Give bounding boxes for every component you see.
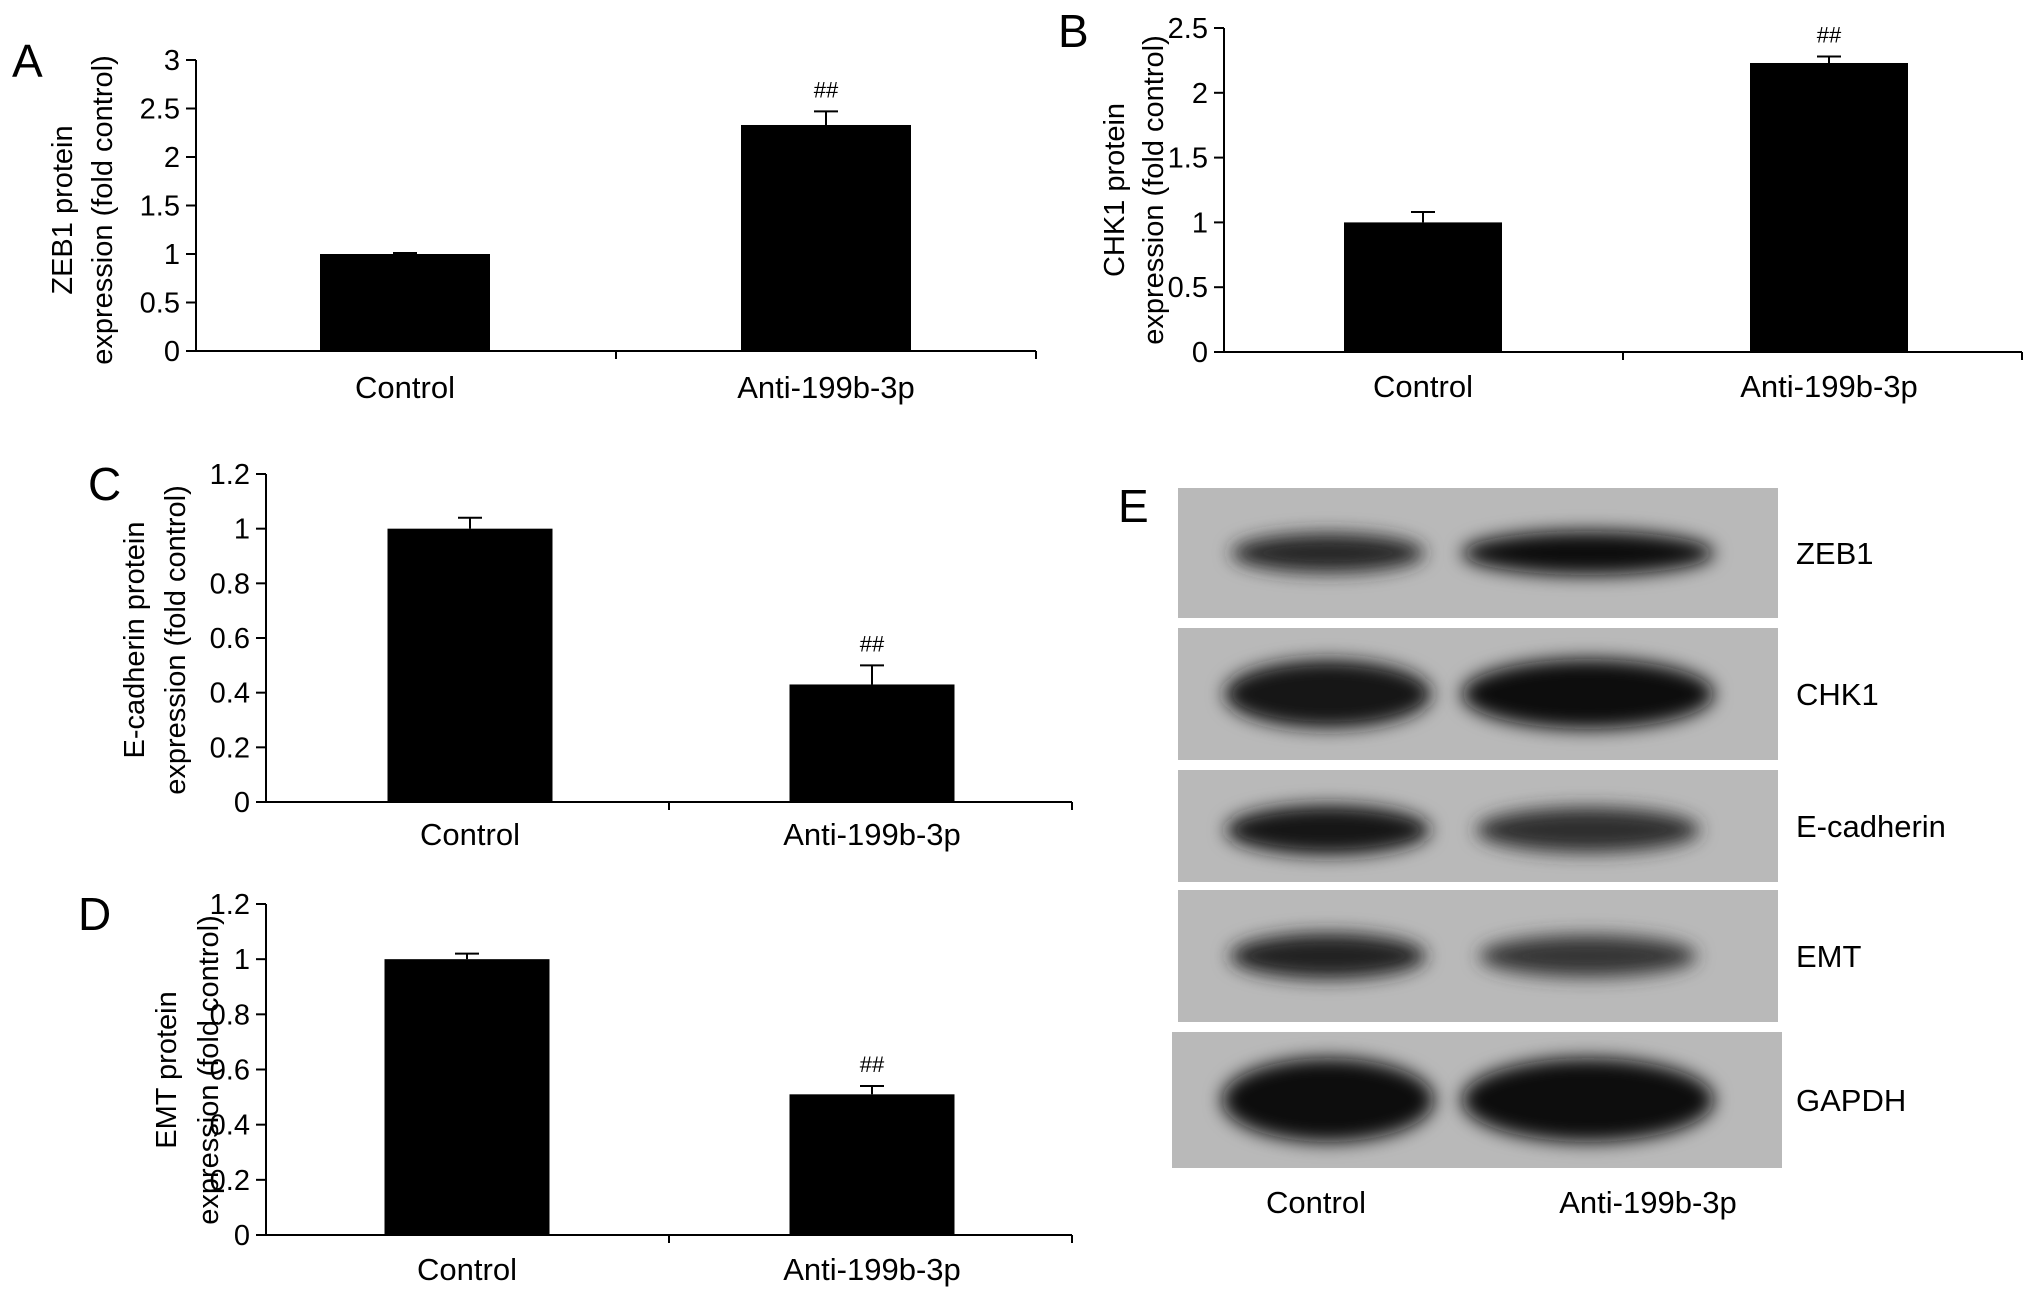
blot-band [1222,1058,1434,1142]
y-tick-label: 1 [1192,207,1208,239]
bar [384,959,550,1235]
chart-panel-c: 0 0.2 0.4 0.6 0.8 1 1.2 Control ## Anti-199b-3p E-… [119,459,1073,852]
y-axis-label: EMT protein [151,991,183,1148]
blot-row-label: ZEB1 [1796,536,1874,571]
bar [789,1094,955,1235]
bar [741,124,911,352]
y-tick-label: 0 [234,787,250,819]
y-tick-label: 0.2 [210,732,250,764]
category-label: Anti-199b-3p [1740,369,1918,404]
y-tick-label: 0.4 [210,678,250,710]
bar [1344,222,1502,352]
significance-label: ## [860,631,885,656]
blot-row-label: CHK1 [1796,677,1879,712]
blot-band [1462,1058,1714,1142]
blot-band [1479,935,1697,977]
bar [387,528,553,802]
significance-label: ## [814,77,839,102]
panel-letter-c: C [88,458,121,510]
blot-band [1225,805,1431,855]
blot-row-label: EMT [1796,939,1862,974]
y-tick-label: 0.2 [210,1165,250,1197]
y-axis-label: E-cadherin protein [119,522,151,759]
y-axis-label: ZEB1 protein [47,125,79,294]
bar [320,254,490,351]
blot-band [1231,533,1425,573]
bar [1750,62,1908,352]
y-tick-label: 0 [1192,337,1208,369]
blot-band [1462,531,1714,575]
y-tick-label: 1.2 [210,889,250,921]
y-tick-label: 0.6 [210,623,250,655]
western-blot: ZEB1 CHK1 E-cadherin EMT GAPDH Control Anti-19… [1172,488,1946,1220]
y-tick-label: 0.5 [140,288,180,320]
significance-label: ## [860,1052,885,1077]
panel-letter-b: B [1058,5,1089,57]
category-label: Anti-199b-3p [737,370,915,405]
blot-band [1224,660,1432,728]
panel-letter-a: A [12,35,43,87]
category-label: Anti-199b-3p [783,1252,961,1287]
category-label: Control [355,370,455,405]
y-tick-label: 0.8 [210,568,250,600]
y-tick-label: 1 [234,514,250,546]
category-label: Control [420,817,520,852]
significance-label: ## [1817,23,1842,48]
y-tick-label: 2.5 [1168,13,1208,45]
y-tick-label: 0 [164,336,180,368]
chart-panel-d: 0 0.2 0.4 0.6 0.8 1 1.2 Control ## Anti-199b-3p EM… [151,889,1073,1287]
y-tick-label: 2.5 [140,94,180,126]
y-tick-label: 0 [234,1220,250,1252]
bar [789,684,955,802]
y-tick-label: 1.5 [1168,143,1208,175]
blot-band [1462,659,1714,729]
panel-letter-e: E [1118,480,1149,532]
y-tick-label: 0.6 [210,1055,250,1087]
chart-panel-b: 0 0.5 1 1.5 2 2.5 Control ## Anti-199b-3p CHK1 pr… [1099,13,2023,404]
y-axis-label: expression (fold control) [193,915,225,1224]
blot-row-label: GAPDH [1796,1083,1906,1118]
y-axis-label: expression (fold control) [1138,35,1170,344]
panel-letter-d: D [78,888,111,940]
y-tick-label: 0.4 [210,1110,250,1142]
blot-band [1476,807,1700,853]
y-axis-label: expression (fold control) [160,485,192,794]
y-tick-label: 2 [1192,78,1208,110]
y-tick-label: 1.5 [140,191,180,223]
blot-row-label: E-cadherin [1796,809,1946,844]
y-tick-label: 3 [164,45,180,77]
y-tick-label: 0.5 [1168,272,1208,304]
blot-band [1229,933,1427,979]
chart-panel-a: 0 0.5 1 1.5 2 2.5 3 Control ## Anti-199b-3p ZEB1 p… [47,45,1037,405]
blot-lane-label: Anti-199b-3p [1559,1185,1737,1220]
category-label: Control [1373,369,1473,404]
y-tick-label: 1 [234,944,250,976]
blot-lane-label: Control [1266,1185,1366,1220]
y-axis-label: expression (fold control) [87,55,119,364]
y-tick-label: 1 [164,239,180,271]
y-axis-label: CHK1 protein [1099,103,1131,277]
y-tick-label: 2 [164,142,180,174]
category-label: Anti-199b-3p [783,817,961,852]
category-label: Control [417,1252,517,1287]
y-tick-label: 0.8 [210,999,250,1031]
y-tick-label: 1.2 [210,459,250,491]
